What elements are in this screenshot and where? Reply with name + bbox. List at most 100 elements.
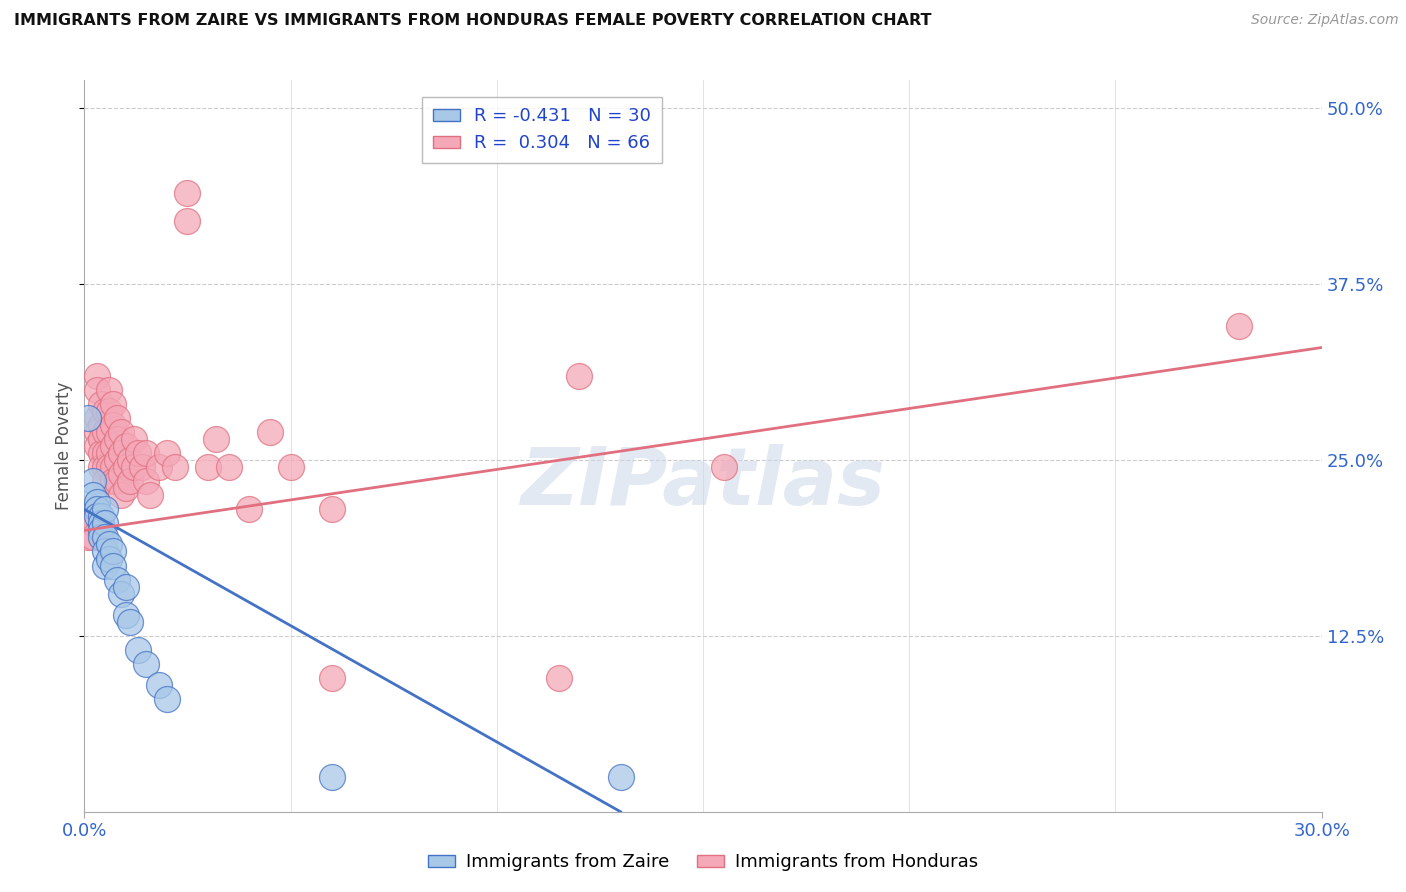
- Point: [77, 530, 100, 544]
- Point: [86, 383, 108, 397]
- Legend: Immigrants from Zaire, Immigrants from Honduras: Immigrants from Zaire, Immigrants from H…: [422, 847, 984, 879]
- Point: [114, 439, 136, 453]
- Text: ZIPatlas: ZIPatlas: [520, 443, 886, 522]
- Point: [321, 502, 343, 516]
- Point: [110, 488, 132, 502]
- Point: [118, 453, 141, 467]
- Point: [94, 425, 117, 439]
- Point: [103, 474, 125, 488]
- Point: [118, 615, 141, 629]
- Point: [82, 488, 104, 502]
- Point: [94, 544, 117, 558]
- Point: [105, 573, 128, 587]
- Point: [98, 425, 121, 439]
- Point: [94, 516, 117, 531]
- Point: [122, 460, 145, 475]
- Point: [103, 544, 125, 558]
- Point: [114, 607, 136, 622]
- Point: [90, 509, 112, 524]
- Legend: R = -0.431   N = 30, R =  0.304   N = 66: R = -0.431 N = 30, R = 0.304 N = 66: [422, 96, 662, 163]
- Point: [197, 460, 219, 475]
- Point: [82, 474, 104, 488]
- Point: [90, 516, 112, 531]
- Point: [114, 460, 136, 475]
- Point: [82, 516, 104, 531]
- Point: [568, 368, 591, 383]
- Point: [105, 474, 128, 488]
- Point: [156, 692, 179, 706]
- Point: [86, 502, 108, 516]
- Point: [103, 558, 125, 573]
- Point: [94, 446, 117, 460]
- Point: [94, 502, 117, 516]
- Point: [94, 474, 117, 488]
- Point: [98, 404, 121, 418]
- Point: [103, 460, 125, 475]
- Point: [609, 770, 631, 784]
- Point: [122, 432, 145, 446]
- Point: [105, 453, 128, 467]
- Point: [139, 488, 162, 502]
- Point: [90, 530, 112, 544]
- Point: [98, 446, 121, 460]
- Point: [148, 460, 170, 475]
- Point: [110, 467, 132, 482]
- Point: [77, 410, 100, 425]
- Point: [86, 425, 108, 439]
- Point: [127, 446, 149, 460]
- Point: [114, 481, 136, 495]
- Point: [321, 770, 343, 784]
- Point: [547, 671, 569, 685]
- Point: [86, 410, 108, 425]
- Text: IMMIGRANTS FROM ZAIRE VS IMMIGRANTS FROM HONDURAS FEMALE POVERTY CORRELATION CHA: IMMIGRANTS FROM ZAIRE VS IMMIGRANTS FROM…: [14, 13, 932, 29]
- Point: [110, 425, 132, 439]
- Point: [176, 186, 198, 200]
- Point: [280, 460, 302, 475]
- Point: [105, 410, 128, 425]
- Point: [176, 214, 198, 228]
- Point: [86, 368, 108, 383]
- Point: [321, 671, 343, 685]
- Point: [90, 446, 112, 460]
- Point: [94, 558, 117, 573]
- Point: [105, 432, 128, 446]
- Point: [82, 502, 104, 516]
- Point: [114, 580, 136, 594]
- Point: [1227, 319, 1250, 334]
- Point: [98, 460, 121, 475]
- Point: [94, 460, 117, 475]
- Point: [713, 460, 735, 475]
- Point: [98, 537, 121, 551]
- Point: [238, 502, 260, 516]
- Point: [110, 587, 132, 601]
- Point: [90, 432, 112, 446]
- Point: [86, 509, 108, 524]
- Point: [86, 439, 108, 453]
- Point: [205, 432, 228, 446]
- Y-axis label: Female Poverty: Female Poverty: [55, 382, 73, 510]
- Point: [94, 530, 117, 544]
- Point: [118, 474, 141, 488]
- Point: [98, 551, 121, 566]
- Point: [103, 397, 125, 411]
- Point: [165, 460, 187, 475]
- Point: [98, 383, 121, 397]
- Point: [90, 460, 112, 475]
- Point: [259, 425, 281, 439]
- Point: [135, 446, 157, 460]
- Point: [127, 643, 149, 657]
- Point: [103, 417, 125, 432]
- Point: [86, 495, 108, 509]
- Point: [82, 530, 104, 544]
- Point: [90, 417, 112, 432]
- Point: [90, 397, 112, 411]
- Point: [135, 657, 157, 671]
- Text: Source: ZipAtlas.com: Source: ZipAtlas.com: [1251, 13, 1399, 28]
- Point: [135, 474, 157, 488]
- Point: [94, 404, 117, 418]
- Point: [156, 446, 179, 460]
- Point: [148, 678, 170, 692]
- Point: [110, 446, 132, 460]
- Point: [103, 439, 125, 453]
- Point: [218, 460, 240, 475]
